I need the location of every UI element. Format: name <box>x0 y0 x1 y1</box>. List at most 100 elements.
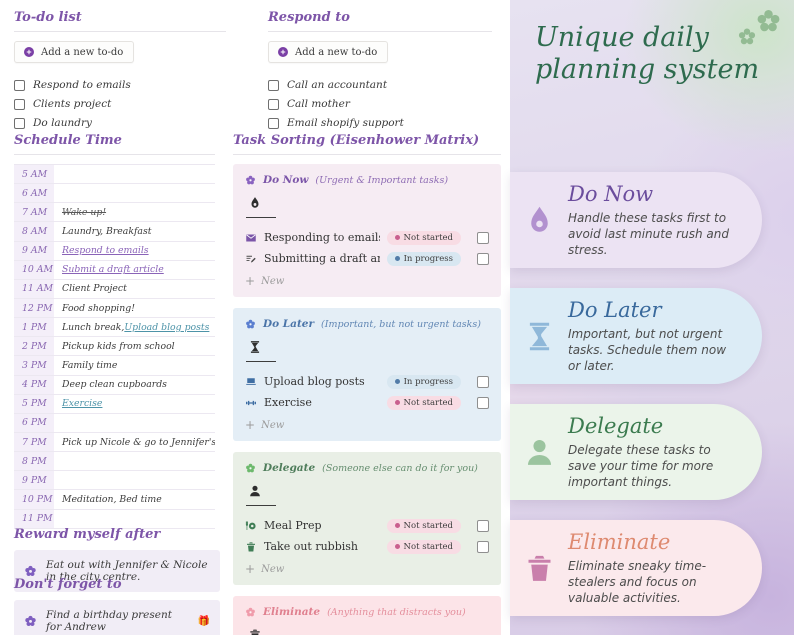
schedule-row: 12 PM Food shopping! <box>14 298 215 319</box>
schedule-entry[interactable] <box>54 414 215 432</box>
status-badge[interactable]: Not started <box>386 230 461 245</box>
dont-forget-callout[interactable]: Find a birthday present for Andrew 🎁 <box>14 600 220 635</box>
schedule-row: 4 PM Deep clean cupboards <box>14 375 215 395</box>
schedule-entry[interactable]: Meditation, Bed time <box>54 490 215 508</box>
schedule-entry[interactable]: Food shopping! <box>54 299 215 317</box>
divider <box>246 505 276 506</box>
schedule-time-label: 4 PM <box>14 375 54 394</box>
flower-icon <box>737 27 757 47</box>
schedule-entry[interactable]: Respond to emails <box>54 242 215 260</box>
add-todo-label: Add a new to-do <box>41 46 124 58</box>
add-task-button[interactable]: + New <box>245 562 489 576</box>
schedule-entry-link[interactable]: Submit a draft article <box>62 264 164 276</box>
checkbox[interactable] <box>477 375 489 388</box>
reward-section: Reward myself after Eat out with Jennife… <box>14 527 220 592</box>
checkbox[interactable] <box>14 117 25 129</box>
schedule-time-label: 9 PM <box>14 471 54 490</box>
schedule-time-label: 3 PM <box>14 356 54 375</box>
todo-item[interactable]: Do laundry <box>14 117 226 129</box>
schedule-entry[interactable]: Laundry, Breakfast <box>54 222 215 240</box>
schedule-title: Schedule Time <box>14 133 122 148</box>
schedule-entry[interactable]: Wake up! <box>54 203 215 221</box>
info-card-do-later: Do Later Important, but not urgent tasks.… <box>510 288 762 384</box>
schedule-time-label: 5 PM <box>14 394 54 413</box>
flower-icon <box>24 565 37 578</box>
checkbox[interactable] <box>268 79 279 91</box>
schedule-entry[interactable]: Deep clean cupboards <box>54 376 215 394</box>
matrix-task-label[interactable]: Responding to emails <box>264 231 380 244</box>
flame-icon <box>510 204 568 237</box>
matrix-task-label[interactable]: Exercise <box>264 396 312 409</box>
todo-item[interactable]: Email shopify support <box>268 117 492 129</box>
info-card-body: Do Now Handle these tasks first to avoid … <box>568 182 762 259</box>
status-badge[interactable]: Not started <box>386 539 461 554</box>
schedule-entry[interactable] <box>54 165 215 183</box>
todo-item[interactable]: Respond to emails <box>14 79 226 91</box>
schedule-entry[interactable]: Family time <box>54 356 215 374</box>
schedule-entry-link[interactable]: Upload blog posts <box>124 321 210 333</box>
schedule-entry-link[interactable]: Exercise <box>62 398 103 410</box>
schedule-row: 6 AM <box>14 184 215 204</box>
checkbox[interactable] <box>268 98 279 110</box>
add-respond-button[interactable]: Add a new to-do <box>268 41 389 63</box>
checkbox[interactable] <box>14 98 25 110</box>
flower-icon <box>245 607 256 618</box>
checkbox[interactable] <box>477 252 489 265</box>
schedule-entry[interactable]: Lunch break, Upload blog posts <box>54 318 215 336</box>
schedule-time-label: 7 PM <box>14 432 54 452</box>
matrix-quadrant-name: Eliminate <box>263 606 321 618</box>
schedule-row: 7 PM Pick up Nicole & go to Jennifer's <box>14 432 215 453</box>
schedule-entry[interactable]: Client Project <box>54 280 215 298</box>
todo-item[interactable]: Clients project <box>14 98 226 110</box>
status-badge[interactable]: Not started <box>386 518 461 533</box>
todo-item[interactable]: Call an accountant <box>268 79 492 91</box>
schedule-entry[interactable] <box>54 510 215 528</box>
person-icon <box>510 436 568 469</box>
schedule-entry-text: Lunch break, <box>62 321 125 333</box>
add-task-button[interactable]: + New <box>245 418 489 432</box>
divider <box>268 31 492 32</box>
status-badge[interactable]: In progress <box>386 251 461 266</box>
schedule-entry[interactable] <box>54 452 215 470</box>
info-card-title: Do Later <box>568 297 662 322</box>
schedule-row: 2 PM Pickup kids from school <box>14 337 215 357</box>
schedule-time-label: 12 PM <box>14 298 54 318</box>
plus-icon: + <box>245 562 256 576</box>
schedule-entry[interactable]: Exercise <box>54 395 215 413</box>
checkbox[interactable] <box>477 540 489 553</box>
info-card-body: Do Later Important, but not urgent tasks.… <box>568 298 762 375</box>
schedule-entry[interactable] <box>54 184 215 202</box>
add-task-button[interactable]: + New <box>245 274 489 288</box>
todo-list-title: To-do list <box>14 10 82 25</box>
status-badge[interactable]: In progress <box>386 374 461 389</box>
checkbox[interactable] <box>268 117 279 129</box>
reward-callout[interactable]: Eat out with Jennifer & Nicole in the ci… <box>14 550 220 592</box>
trash-icon <box>510 552 568 585</box>
checkbox[interactable] <box>477 231 489 244</box>
schedule-entry-link[interactable]: Respond to emails <box>62 245 149 257</box>
schedule-time-label: 2 PM <box>14 337 54 356</box>
matrix-task-label[interactable]: Upload blog posts <box>264 375 365 388</box>
checkbox[interactable] <box>477 519 489 532</box>
plus-circle-icon <box>277 46 289 58</box>
checkbox[interactable] <box>14 79 25 91</box>
schedule-entry[interactable] <box>54 471 215 489</box>
matrix-quadrant-header: Delegate (Someone else can do it for you) <box>245 462 489 474</box>
schedule-entry[interactable]: Pickup kids from school <box>54 337 215 355</box>
hourglass-icon <box>248 340 262 354</box>
status-badge[interactable]: Not started <box>386 395 461 410</box>
matrix-quadrant-do-now: Do Now (Urgent & Important tasks) Respondi… <box>233 164 501 297</box>
matrix-task-label[interactable]: Meal Prep <box>264 519 322 532</box>
todo-item[interactable]: Call mother <box>268 98 492 110</box>
add-todo-button[interactable]: Add a new to-do <box>14 41 135 63</box>
matrix-task-label[interactable]: Submitting a draft article <box>264 252 380 265</box>
todo-item-label: Do laundry <box>33 117 92 129</box>
checkbox[interactable] <box>477 396 489 409</box>
schedule-row: 3 PM Family time <box>14 356 215 376</box>
schedule-entry[interactable]: Submit a draft article <box>54 261 215 279</box>
schedule-entry[interactable]: Pick up Nicole & go to Jennifer's <box>54 433 215 451</box>
schedule-row: 9 PM <box>14 471 215 491</box>
respond-items: Call an accountant Call mother Email shopi… <box>268 79 492 129</box>
dont-forget-title: Don't forget to <box>14 577 122 592</box>
matrix-task-label[interactable]: Take out rubbish <box>264 540 359 553</box>
